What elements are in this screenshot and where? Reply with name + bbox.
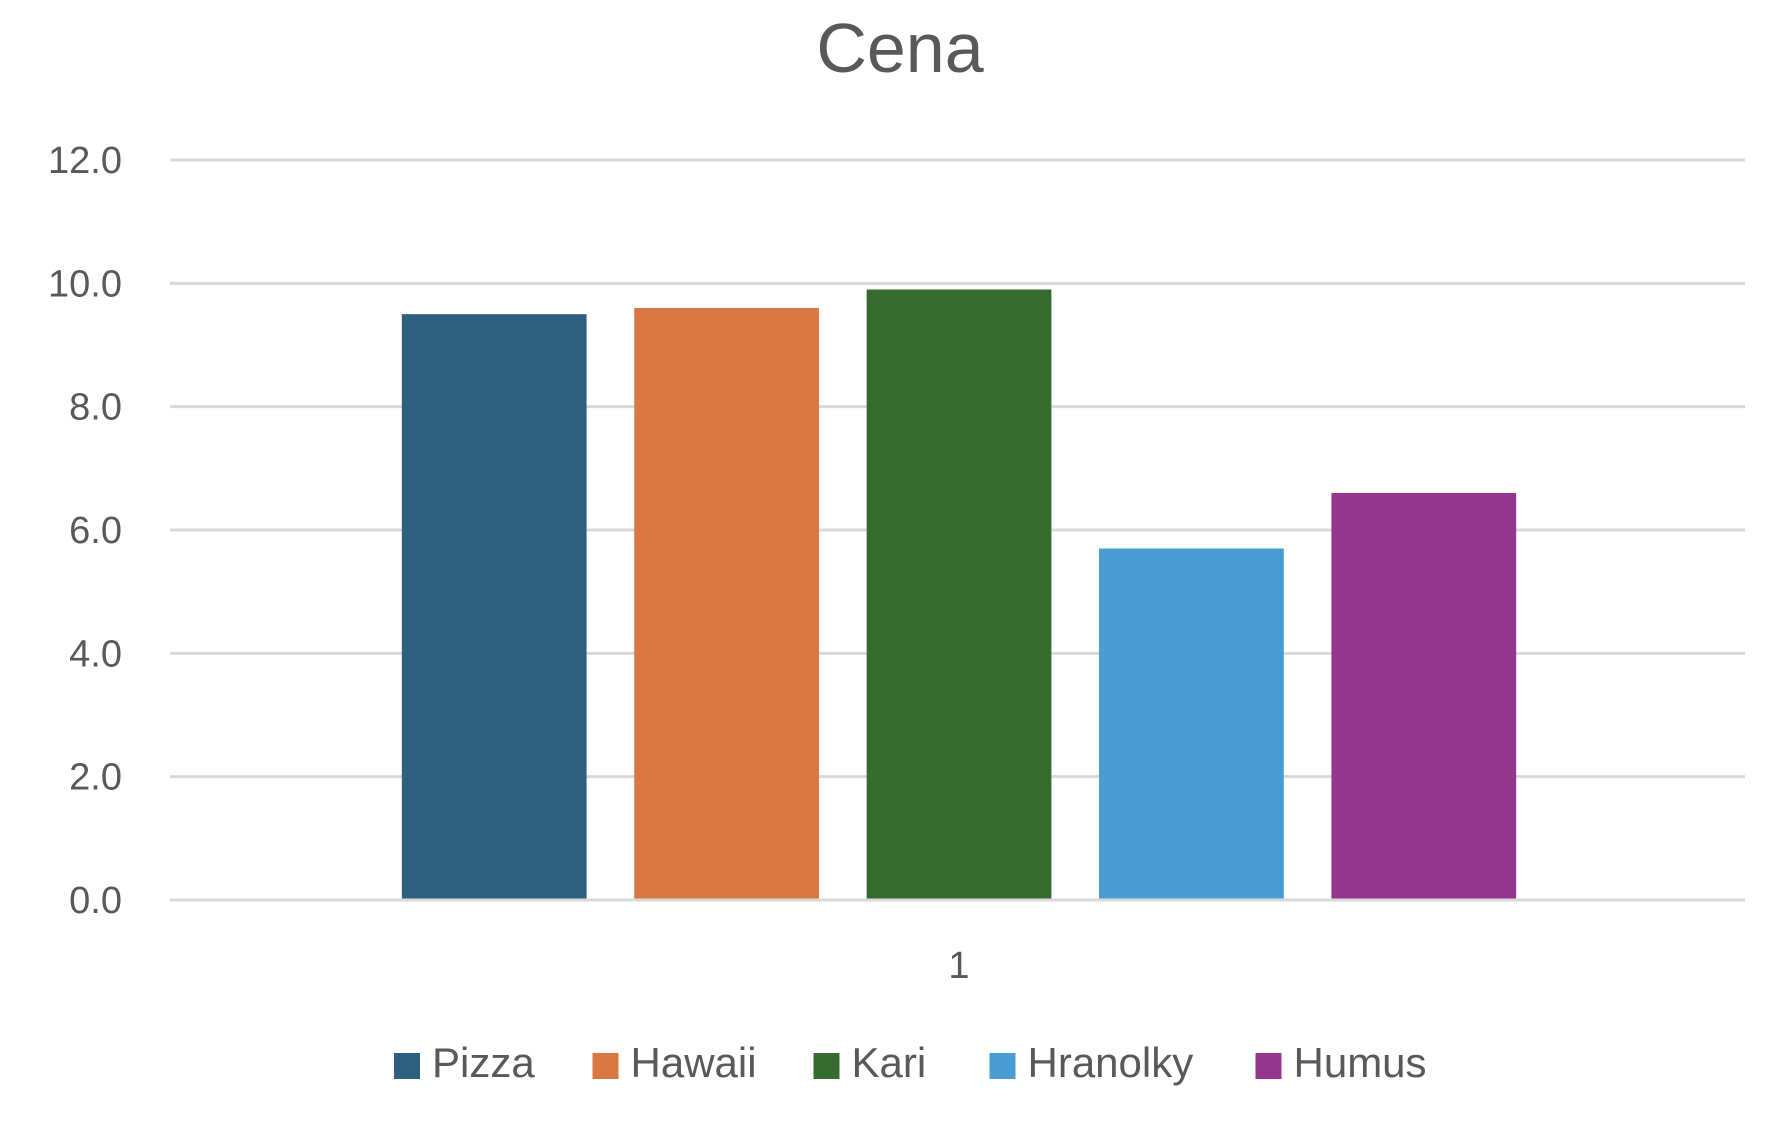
- legend-label-hranolky: Hranolky: [1028, 1039, 1194, 1086]
- y-tick-label: 8.0: [69, 387, 122, 429]
- x-axis-ticks: 1: [948, 945, 969, 987]
- legend-label-kari: Kari: [852, 1039, 927, 1086]
- bar-humus: [1331, 493, 1517, 900]
- y-tick-label: 0.0: [69, 880, 122, 922]
- chart-title: Cena: [816, 9, 983, 87]
- legend-label-hawaii: Hawaii: [631, 1039, 757, 1086]
- y-tick-label: 4.0: [69, 633, 122, 675]
- y-tick-label: 2.0: [69, 757, 122, 799]
- legend-swatch-pizza: [394, 1053, 420, 1079]
- legend-label-humus: Humus: [1294, 1039, 1427, 1086]
- legend-swatch-humus: [1255, 1053, 1282, 1079]
- y-tick-label: 10.0: [48, 263, 122, 305]
- y-axis-ticks: 0.0 2.0 4.0 6.0 8.0 10.0 12.0: [48, 140, 122, 922]
- legend-label-pizza: Pizza: [432, 1039, 535, 1086]
- bar-kari: [866, 289, 1052, 900]
- bars: [170, 289, 1745, 902]
- legend-swatch-kari: [813, 1053, 840, 1079]
- legend-swatch-hranolky: [989, 1053, 1016, 1079]
- y-tick-label: 6.0: [69, 510, 122, 552]
- legend-swatch-hawaii: [592, 1053, 619, 1079]
- x-tick-label: 1: [948, 945, 969, 987]
- bar-hawaii: [634, 308, 819, 900]
- legend: Pizza Hawaii Kari Hranolky Humus: [394, 1039, 1427, 1086]
- bar-pizza: [401, 314, 587, 901]
- y-tick-label: 12.0: [48, 140, 122, 182]
- bar-hranolky: [1099, 548, 1284, 900]
